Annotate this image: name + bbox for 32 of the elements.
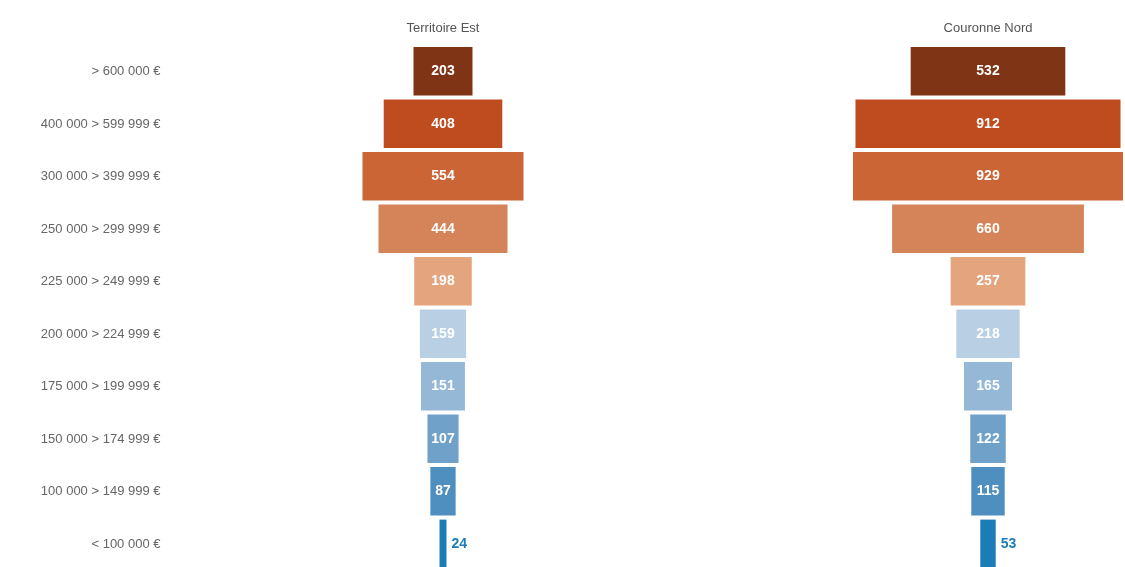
text: Couronne Nord <box>943 20 1033 35</box>
category-label: 400 000 > 599 999 € <box>40 115 162 131</box>
category-label: 225 000 > 249 999 € <box>40 273 162 289</box>
data-label: 159 <box>431 324 455 341</box>
data-label: 257 <box>976 272 1000 289</box>
data-label: 444 <box>431 219 455 236</box>
data-label: 408 <box>431 114 455 131</box>
data-label: 912 <box>976 114 1000 131</box>
data-label: 554 <box>431 167 455 184</box>
data-label: 53 <box>1000 534 1017 551</box>
data-label: 532 <box>976 62 1000 79</box>
data-label: 115 <box>976 482 1000 499</box>
data-label: 929 <box>976 167 1000 184</box>
data-label: 151 <box>431 377 455 394</box>
data-label: 107 <box>431 429 455 446</box>
category-label: 150 000 > 174 999 € <box>40 430 162 446</box>
category-label: 100 000 > 149 999 € <box>40 483 162 499</box>
data-label: 165 <box>976 377 1000 394</box>
data-label: 24 <box>451 534 468 551</box>
category-label: 175 000 > 199 999 € <box>40 378 162 394</box>
data-label: 198 <box>431 272 455 289</box>
data-label: 203 <box>431 62 455 79</box>
text: Territoire Est <box>406 20 480 35</box>
data-label: 660 <box>976 219 1000 236</box>
data-label: 218 <box>976 324 1000 341</box>
data-label: 122 <box>976 429 1000 446</box>
category-label: 250 000 > 299 999 € <box>40 220 162 236</box>
category-label: < 100 000 € <box>91 535 162 551</box>
category-label: > 600 000 € <box>91 63 162 79</box>
data-label: 87 <box>435 482 451 499</box>
category-label: 300 000 > 399 999 € <box>40 168 162 184</box>
category-label: 200 000 > 224 999 € <box>40 325 162 341</box>
